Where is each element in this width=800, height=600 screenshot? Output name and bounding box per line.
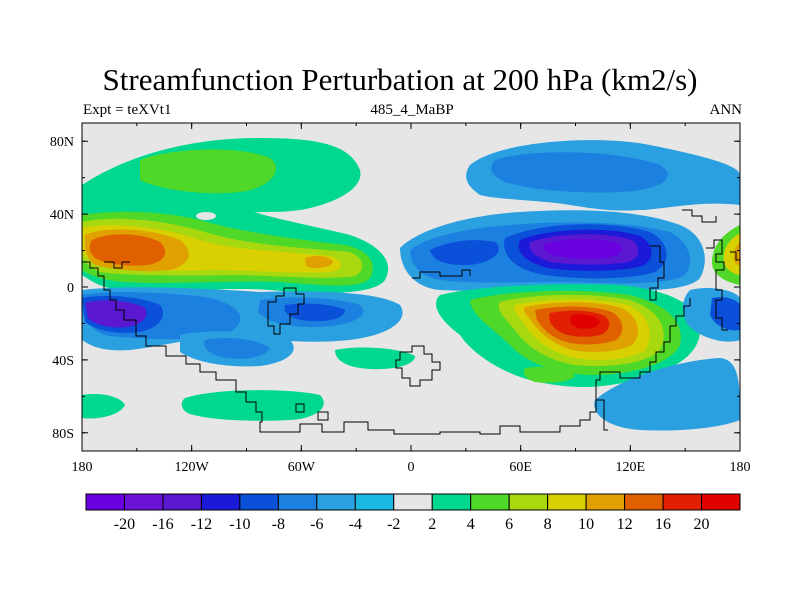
y-tick-label: 40S [52,354,74,369]
coastline [82,209,740,435]
colorbar-label: 2 [428,516,436,533]
x-tick-label: 120E [616,460,646,475]
colorbar: -20 -16 -12 -10 -8 -6 -4 -2 2 4 6 8 10 12 16 20 [85,493,741,533]
case-label: 485_4_MaBP [370,102,454,118]
colorbar-label: 12 [617,516,633,533]
plot-title: Streamfunction Perturbation at 200 hPa (… [102,62,698,97]
season-label: ANN [709,102,743,118]
negative-cell-south-pacific [82,287,415,370]
x-axis: 180 120W 60W 0 60E 120E 180 [72,123,751,475]
contour-field [82,138,740,435]
colorbar-swatch [85,493,125,511]
colorbar-label: 6 [505,516,513,533]
x-tick-label: 60E [509,460,532,475]
y-tick-label: 0 [67,281,74,296]
y-tick-label: 40N [50,208,74,223]
colorbar-swatch [277,493,318,511]
experiment-label: Expt = teXVt1 [83,102,172,118]
colorbar-swatch [508,493,549,511]
colorbar-swatch [547,493,587,511]
colorbar-label: -20 [114,516,135,533]
x-tick-label: 120W [175,460,210,475]
positive-cell-southern-ocean-edge [82,394,125,419]
colorbar-label: -8 [272,516,285,533]
colorbar-swatch [200,493,241,511]
negative-cell-west-pacific-core [710,297,740,331]
colorbar-swatch [585,493,626,511]
colorbar-swatch [239,493,279,511]
colorbar-swatch [431,493,472,511]
colorbar-swatch [662,493,703,511]
colorbar-label: 10 [578,516,594,533]
negative-cell-southern-ocean [594,358,740,431]
colorbar-swatch [393,493,433,511]
colorbar-swatch [354,493,395,511]
colorbar-label: 20 [694,516,710,533]
colorbar-label: 16 [655,516,671,533]
positive-cell-indian-ocean [436,225,740,387]
colorbar-swatch [470,493,510,511]
colorbar-label: 4 [467,516,475,533]
colorbar-swatch [123,493,164,511]
x-tick-label: 180 [730,460,751,475]
y-tick-label: 80S [52,427,74,442]
colorbar-label: -10 [229,516,250,533]
colorbar-label: -12 [191,516,212,533]
negative-cell-asia [400,140,740,291]
colorbar-label: -6 [310,516,323,533]
x-tick-label: 60W [288,460,316,475]
positive-cell-southern-ocean [181,390,324,421]
colorbar-label: -2 [387,516,400,533]
positive-cell-north-pacific [82,138,389,293]
x-tick-label: 180 [72,460,93,475]
y-axis: 80N 40N 0 40S 80S [50,135,740,442]
y-tick-label: 80N [50,135,74,150]
x-tick-label: 0 [408,460,415,475]
colorbar-label: -16 [152,516,173,533]
colorbar-swatch [162,493,202,511]
colorbar-swatch [701,493,741,511]
colorbar-label: -4 [349,516,362,533]
colorbar-label: 8 [544,516,552,533]
colorbar-swatch [624,493,664,511]
colorbar-swatch [316,493,356,511]
